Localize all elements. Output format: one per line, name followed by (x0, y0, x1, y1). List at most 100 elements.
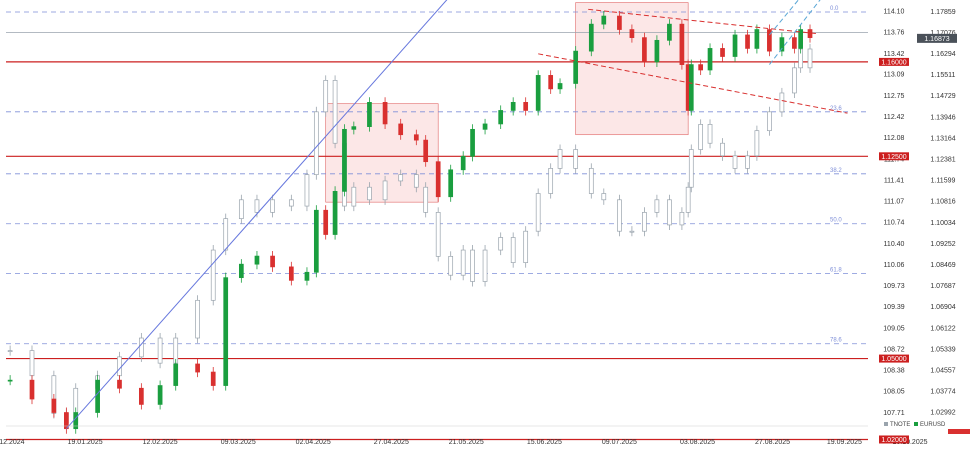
candle-body (332, 191, 338, 235)
candle-body (117, 379, 122, 389)
fib-label: 38.2 (830, 168, 842, 174)
axes: 25.12.2024 19.01.2025 12.02.2025 09.03.2025… (0, 8, 956, 446)
legend-swatch (884, 422, 888, 426)
legend-label: EURUSD (920, 422, 946, 428)
candle-body (707, 124, 713, 144)
candle-body (779, 37, 785, 52)
legend-swatch (914, 422, 918, 426)
candle-body (510, 102, 516, 111)
tnote-tick-label: 109.73 (883, 283, 905, 290)
eurusd-tick-label: 1.10034 (930, 220, 955, 227)
level-tag (879, 57, 909, 66)
x-tick-label: 15.06.2025 (527, 439, 562, 446)
eurusd-tick-label: 1.07687 (930, 283, 955, 290)
zone-2 (575, 2, 689, 136)
candle-body (754, 130, 760, 157)
candle-body (351, 126, 357, 130)
candle-body (629, 29, 635, 38)
candle-body (732, 34, 738, 57)
candle-body (667, 23, 672, 41)
x-tick-label: 27.04.2025 (374, 439, 409, 446)
candle-body (767, 29, 772, 52)
candle-body (157, 337, 163, 364)
tnote-tick-label: 110.74 (884, 219, 905, 226)
candle-body (210, 371, 216, 386)
candle-body (423, 186, 429, 213)
candle-body (398, 174, 404, 182)
x-tick-label: 27.08.2025 (755, 439, 790, 446)
legend-bar (948, 429, 970, 434)
level-tag-text: 1.16000 (881, 59, 906, 66)
level-tag-text: 1.02000 (881, 437, 906, 444)
trendline (769, 0, 799, 36)
candle-body (29, 379, 35, 400)
level-tag (879, 435, 909, 444)
candle-body (413, 174, 419, 188)
eurusd-tick-label: 1.16294 (930, 51, 955, 58)
candle-body (367, 186, 372, 201)
candle-body (173, 363, 179, 386)
eurusd-tick-label: 1.17076 (930, 30, 955, 37)
candle-body (323, 80, 329, 113)
tnote-tick-label: 112.75 (884, 93, 905, 100)
candle-body (254, 255, 260, 265)
last-price-tag (917, 33, 957, 43)
x-tick-label: 09.07.2025 (602, 439, 637, 446)
candle-body (548, 168, 554, 194)
x-tick-label: 10.10.2025 (892, 439, 927, 446)
candle-body (792, 67, 797, 94)
fib-label: 0.0 (830, 6, 839, 12)
candle-body (654, 39, 660, 63)
candle-body (304, 271, 310, 281)
eurusd-tick-label: 1.05339 (930, 346, 955, 353)
candle-body (642, 37, 647, 63)
candle-body (745, 34, 750, 49)
trendline (65, 0, 448, 430)
last-price-text: 1.16873 (924, 36, 949, 43)
eurusd-tick-label: 1.04557 (930, 368, 955, 375)
candle-body (304, 174, 310, 207)
candle-body (792, 37, 797, 49)
candle-body (29, 350, 35, 377)
tnote-series (7, 43, 813, 428)
fib-label: 61.8 (830, 268, 842, 274)
eurusd-tick-label: 1.06122 (930, 325, 955, 332)
candle-body (732, 155, 738, 169)
eurusd-tick-label: 1.02992 (930, 410, 955, 417)
candle-body (617, 15, 622, 30)
x-tick-label: 02.04.2025 (296, 439, 331, 446)
candle-body (210, 249, 216, 301)
eurusd-tick-label: 1.15511 (931, 72, 956, 79)
x-tick-label: 21.05.2025 (449, 439, 484, 446)
candle-body (270, 199, 275, 213)
tnote-tick-label: 108.72 (883, 346, 905, 353)
candle-body (720, 142, 725, 157)
candle-body (698, 64, 704, 71)
candle-body (679, 23, 685, 65)
candle-body (482, 123, 488, 130)
candle-body (807, 29, 813, 38)
trendline (588, 8, 817, 35)
candle-body (798, 29, 803, 49)
candle-body (382, 102, 388, 125)
candle-body (139, 387, 144, 405)
candle-body (557, 83, 563, 90)
tnote-tick-label: 112.08 (884, 135, 905, 142)
tnote-tick-label: 108.38 (883, 368, 905, 375)
candle-body (351, 186, 357, 207)
candle-body (470, 128, 475, 157)
candle-body (535, 75, 541, 111)
candle-body (342, 128, 347, 192)
eurusd-tick-label: 1.14729 (930, 93, 955, 100)
candle-body (548, 75, 554, 90)
candle-body (667, 199, 672, 226)
tnote-tick-label: 110.40 (884, 241, 905, 248)
eurusd-tick-label: 1.08469 (930, 262, 955, 269)
candle-body (254, 199, 260, 213)
candle-body (288, 266, 294, 281)
candle-body (223, 277, 229, 386)
eurusd-tick-label: 1.10816 (930, 199, 955, 206)
candle-body (270, 255, 275, 268)
candle-body (195, 363, 200, 373)
